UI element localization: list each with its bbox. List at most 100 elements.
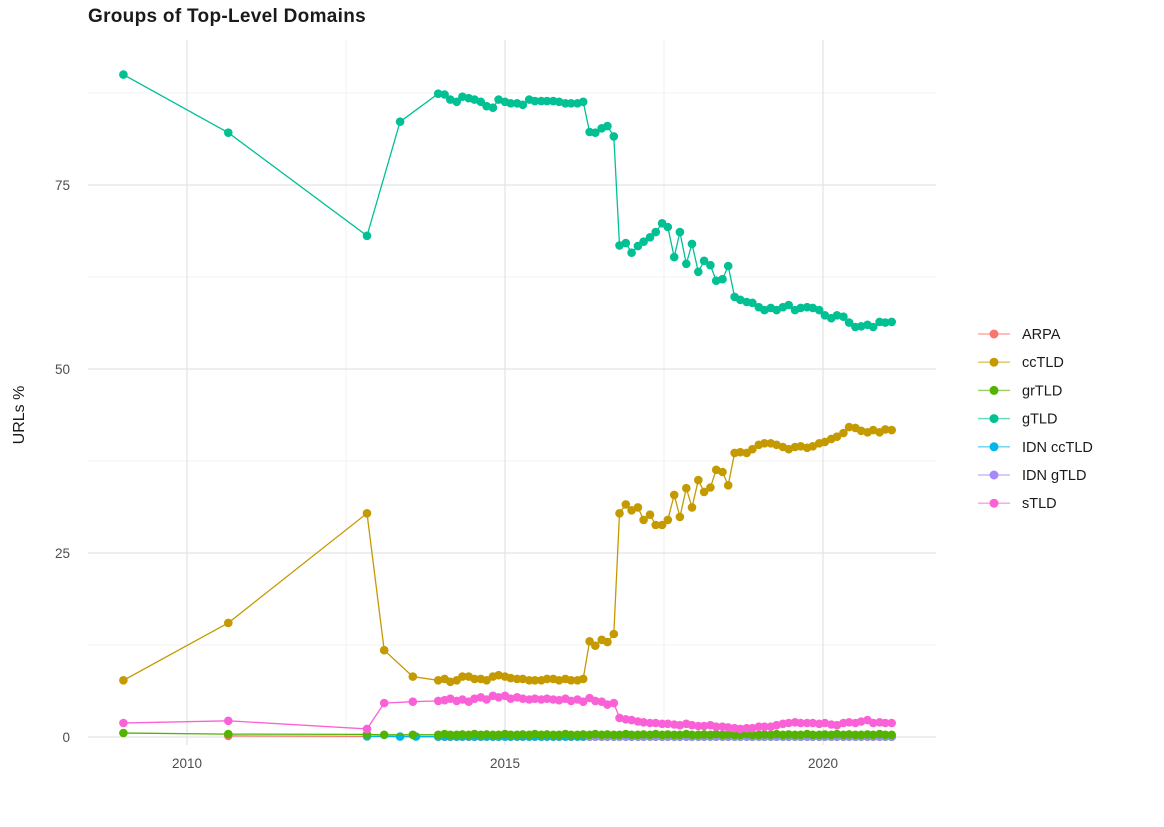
legend-label: IDN ccTLD [1022, 440, 1093, 456]
legend-item-IDN-gTLD: IDN gTLD [978, 468, 1086, 484]
legend-key-dot [989, 329, 999, 339]
data-point [566, 676, 576, 685]
data-point [651, 729, 660, 739]
y-tick-label: 0 [62, 730, 70, 745]
data-point [844, 422, 854, 432]
legend-item-ARPA: ARPA [978, 327, 1061, 343]
data-point [506, 730, 515, 740]
data-point [687, 720, 697, 730]
data-point [736, 730, 745, 740]
data-point [609, 132, 619, 141]
data-point [379, 645, 389, 655]
data-point [518, 730, 528, 739]
legend-key-dot [989, 385, 999, 395]
data-point [675, 512, 685, 522]
data-point [699, 487, 709, 497]
data-point [379, 730, 389, 740]
data-point [530, 676, 540, 685]
data-point [470, 674, 479, 684]
data-point [760, 439, 769, 448]
data-point [718, 467, 727, 477]
data-point [506, 673, 515, 683]
data-point [868, 718, 878, 728]
data-point [675, 730, 685, 740]
data-point [530, 694, 540, 703]
data-point [881, 730, 890, 740]
data-point [832, 432, 842, 442]
data-point [615, 509, 624, 518]
data-point [796, 730, 805, 740]
legend-label: sTLD [1022, 496, 1057, 512]
data-point [408, 697, 418, 706]
data-point [506, 694, 515, 703]
series-gTLD [119, 70, 896, 332]
data-point [881, 718, 890, 728]
data-point [395, 732, 405, 741]
data-point [395, 117, 405, 126]
data-point [868, 730, 878, 740]
legend-label: grTLD [1022, 383, 1062, 399]
data-point [488, 103, 498, 112]
data-point [494, 730, 503, 740]
data-point [591, 729, 600, 739]
y-tick-label: 75 [55, 178, 70, 193]
data-point [675, 227, 685, 237]
legend-label: IDN gTLD [1022, 468, 1086, 484]
data-point [119, 676, 128, 685]
data-point [518, 674, 528, 684]
y-axis-title: URLs % [11, 386, 28, 445]
data-point [814, 305, 824, 315]
data-point [887, 718, 896, 728]
data-point [224, 729, 233, 739]
data-point [639, 730, 648, 739]
data-point [639, 237, 648, 246]
data-point [433, 676, 443, 685]
data-point [723, 730, 733, 739]
data-point [603, 637, 612, 647]
legend-item-gTLD: gTLD [978, 412, 1057, 428]
series-grTLD [119, 728, 896, 740]
data-point [748, 730, 757, 740]
data-point [651, 520, 660, 530]
x-tick-label: 2020 [808, 756, 838, 771]
data-point [887, 317, 896, 327]
data-point [718, 274, 727, 284]
data-point [887, 730, 896, 740]
data-point [379, 698, 389, 708]
data-point [542, 694, 552, 703]
data-point [645, 233, 655, 242]
data-point [723, 723, 733, 732]
data-point [609, 698, 619, 708]
data-point [748, 298, 757, 308]
data-point [506, 99, 515, 108]
data-point [578, 730, 588, 739]
data-point [542, 730, 552, 739]
data-point [784, 718, 793, 728]
y-tick-label: 50 [55, 362, 70, 377]
data-point [832, 311, 842, 320]
data-point [433, 696, 443, 706]
data-point [844, 718, 854, 727]
data-point [887, 425, 896, 435]
data-point [723, 261, 733, 271]
data-point [832, 729, 842, 739]
data-point [119, 718, 128, 728]
data-point [736, 447, 745, 457]
data-point [362, 231, 372, 241]
data-point [784, 730, 793, 739]
data-point [482, 695, 491, 704]
data-point [578, 97, 588, 107]
data-point [808, 442, 818, 451]
data-point [446, 730, 455, 740]
data-point [687, 239, 697, 249]
legend-key-dot [989, 414, 999, 424]
data-point [609, 629, 619, 639]
legend-item-ccTLD: ccTLD [978, 355, 1064, 371]
data-point [482, 730, 491, 739]
data-point [711, 722, 721, 731]
data-point [362, 724, 372, 734]
data-point [844, 318, 854, 327]
data-point [663, 730, 673, 739]
data-point [657, 520, 667, 530]
